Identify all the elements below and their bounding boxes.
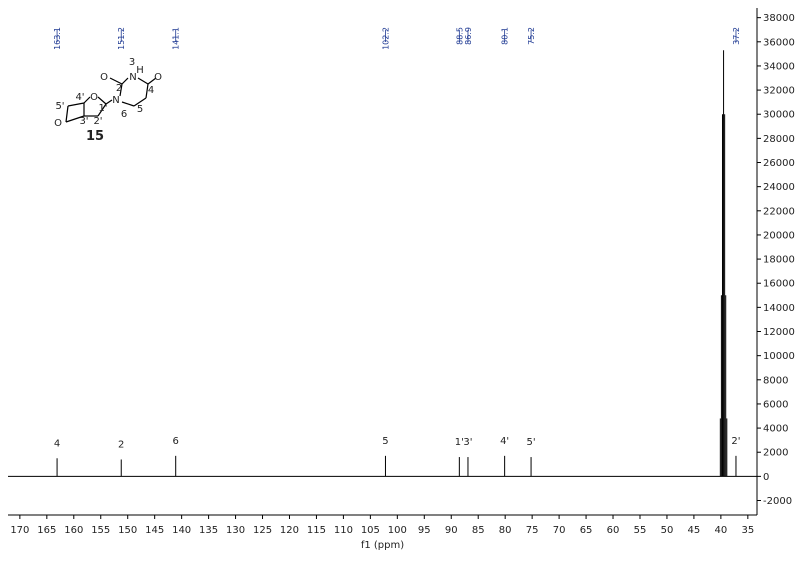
x-tick-label: 140 bbox=[172, 525, 191, 536]
x-tick-label: 150 bbox=[118, 525, 137, 536]
y-tick-label: 26000 bbox=[763, 158, 795, 169]
x-tick-label: 115 bbox=[307, 525, 326, 536]
peak-assignment: 3' bbox=[463, 437, 472, 448]
peak-assignment: 2' bbox=[731, 436, 740, 447]
y-tick-label: 14000 bbox=[763, 303, 795, 314]
structure-label: H bbox=[136, 65, 144, 76]
y-tick-label: 16000 bbox=[763, 279, 795, 290]
peak-assignment: 6 bbox=[173, 436, 179, 447]
x-tick-label: 75 bbox=[526, 525, 539, 536]
x-tick-label: 35 bbox=[741, 525, 754, 536]
structure-label: 6 bbox=[121, 109, 127, 120]
x-tick-label: 130 bbox=[226, 525, 245, 536]
x-tick-label: 55 bbox=[634, 525, 647, 536]
x-axis-label: f1 (ppm) bbox=[361, 540, 404, 551]
peak-ppm-label: 75.2 bbox=[527, 27, 536, 45]
structure-label: 5 bbox=[137, 104, 143, 115]
x-tick-label: 145 bbox=[145, 525, 164, 536]
x-tick-label: 95 bbox=[418, 525, 431, 536]
x-tick-label: 40 bbox=[715, 525, 728, 536]
x-tick-label: 135 bbox=[199, 525, 218, 536]
structure-label: 2 bbox=[116, 83, 122, 94]
y-tick-label: -2000 bbox=[763, 496, 792, 507]
structure-label: 3 bbox=[129, 57, 135, 68]
y-tick-label: 18000 bbox=[763, 255, 795, 266]
x-tick-label: 100 bbox=[388, 525, 407, 536]
structure-label: 1' bbox=[98, 103, 107, 114]
peak-ppm-label: 151.2 bbox=[117, 27, 126, 50]
structure-label: O bbox=[90, 92, 98, 103]
y-tick-label: 4000 bbox=[763, 424, 788, 435]
peak-assignment: 1' bbox=[455, 437, 464, 448]
structure-label: 4' bbox=[75, 92, 84, 103]
y-tick-label: 22000 bbox=[763, 206, 795, 217]
peak-assignment: 4' bbox=[500, 436, 509, 447]
peak-assignment: 4 bbox=[54, 438, 60, 449]
x-tick-label: 170 bbox=[10, 525, 29, 536]
y-tick-label: 12000 bbox=[763, 327, 795, 338]
structure bbox=[65, 77, 157, 123]
x-tick-label: 120 bbox=[280, 525, 299, 536]
peak-ppm-label: 80.1 bbox=[501, 27, 510, 45]
y-tick-label: 38000 bbox=[763, 13, 795, 24]
x-tick-label: 70 bbox=[553, 525, 566, 536]
x-tick-label: 65 bbox=[580, 525, 593, 536]
y-tick-label: 36000 bbox=[763, 37, 795, 48]
y-tick-label: 32000 bbox=[763, 86, 795, 97]
structure-label: N bbox=[129, 72, 136, 83]
y-tick-label: 30000 bbox=[763, 110, 795, 121]
peak-assignment: 2 bbox=[118, 439, 124, 450]
structure-label: 15 bbox=[86, 129, 104, 144]
structure-label: N bbox=[112, 95, 119, 106]
x-tick-label: 50 bbox=[661, 525, 674, 536]
structure-label: 4 bbox=[148, 85, 154, 96]
y-tick-label: 34000 bbox=[763, 61, 795, 72]
y-tick-label: 24000 bbox=[763, 182, 795, 193]
x-tick-label: 165 bbox=[37, 525, 56, 536]
x-tick-label: 105 bbox=[361, 525, 380, 536]
x-tick-label: 125 bbox=[253, 525, 272, 536]
x-tick-label: 90 bbox=[445, 525, 458, 536]
structure-label: 3' bbox=[79, 116, 88, 127]
x-tick-label: 110 bbox=[334, 525, 353, 536]
peak-ppm-label: 163.1 bbox=[53, 27, 62, 50]
structure-label: 5' bbox=[55, 101, 64, 112]
peak-ppm-label: 37.2 bbox=[732, 27, 741, 45]
x-tick-label: 160 bbox=[64, 525, 83, 536]
x-tick-label: 85 bbox=[472, 525, 485, 536]
structure-label: O bbox=[100, 72, 108, 83]
y-tick-label: 2000 bbox=[763, 448, 788, 459]
y-tick-label: 28000 bbox=[763, 134, 795, 145]
peak-ppm-label: 88.5 bbox=[455, 27, 464, 45]
structure-label: O bbox=[154, 72, 162, 83]
x-tick-label: 155 bbox=[91, 525, 110, 536]
peak-assignment: 5 bbox=[382, 436, 388, 447]
peak-ppm-label: 86.9 bbox=[464, 27, 473, 45]
y-tick-label: 20000 bbox=[763, 230, 795, 241]
y-tick-label: 0 bbox=[763, 472, 769, 483]
y-tick-label: 6000 bbox=[763, 399, 788, 410]
structure-label: 2' bbox=[93, 116, 102, 127]
peak-assignment: 5' bbox=[526, 437, 535, 448]
x-tick-label: 80 bbox=[499, 525, 512, 536]
peak-ppm-label: 102.2 bbox=[381, 27, 390, 50]
y-tick-label: 8000 bbox=[763, 375, 788, 386]
structure-label: O bbox=[54, 118, 62, 129]
y-tick-label: 10000 bbox=[763, 351, 795, 362]
peak-ppm-label: 141.1 bbox=[172, 27, 181, 50]
x-tick-label: 45 bbox=[688, 525, 701, 536]
x-tick-label: 60 bbox=[607, 525, 620, 536]
